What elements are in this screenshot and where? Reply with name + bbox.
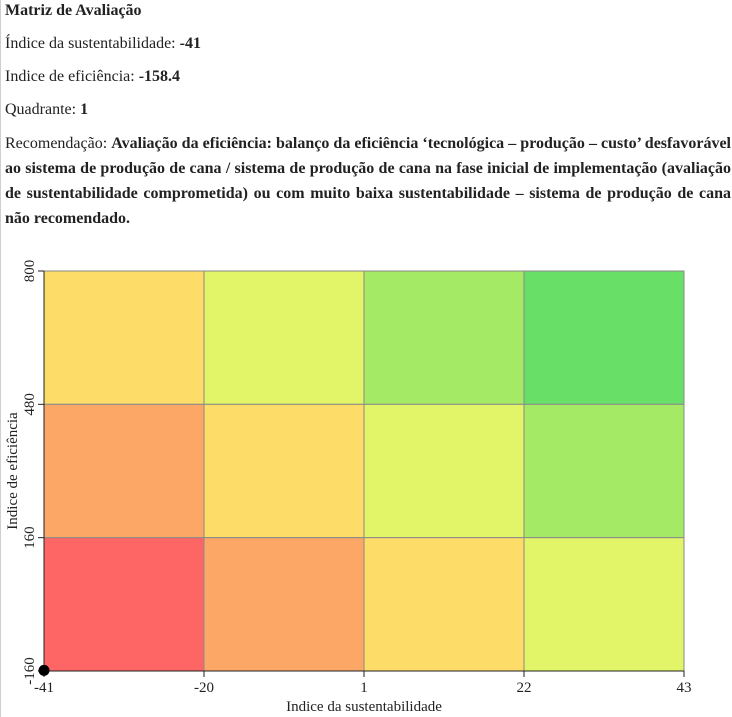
- matrix-cell-r2-c1: [43, 403, 205, 539]
- efficiency-index-label: Indice de eficiência:: [5, 68, 135, 85]
- quadrant-value: 1: [80, 101, 89, 118]
- efficiency-index-line: Indice de eficiência: -158.4: [5, 68, 180, 86]
- x-tick-label: 22: [517, 680, 532, 696]
- matrix-cell-r1-c2: [203, 270, 365, 405]
- x-tick-label: -20: [194, 680, 214, 696]
- quadrant-label: Quadrante:: [5, 101, 77, 118]
- matrix-cell-r3-c3: [363, 537, 525, 672]
- efficiency-index-value: -158.4: [138, 68, 181, 85]
- x-tick-label: -41: [34, 680, 54, 696]
- matrix-cell-r2-c2: [203, 403, 365, 539]
- evaluation-matrix-chart: -41 -20 1 22 43 -160 160 480 800 Indice da susten…: [5, 260, 692, 715]
- sustainability-index-label: Índice da sustentabilidade:: [5, 35, 176, 52]
- matrix-cell-r1-c4: [523, 270, 685, 405]
- x-tick-label: 1: [360, 680, 368, 696]
- matrix-cell-r2-c4: [523, 403, 685, 539]
- matrix-cell-r3-c2: [203, 537, 365, 672]
- x-tick-label: 43: [677, 680, 692, 696]
- recommendation-label: Recomendação:: [5, 135, 108, 152]
- y-tick-label: 160: [22, 526, 38, 549]
- y-tick-label: 480: [22, 393, 38, 416]
- sustainability-index-value: -41: [179, 35, 201, 52]
- recommendation-text: Avaliação da eficiência: balanço da efic…: [5, 135, 732, 227]
- matrix-cell-r3-c4: [523, 537, 685, 672]
- recommendation: Recomendação: Avaliação da eficiência: b…: [5, 131, 731, 231]
- y-axis-label: Indice de eficiência: [5, 412, 21, 530]
- y-tick-label: 800: [22, 260, 38, 283]
- sustainability-index-line: Índice da sustentabilidade: -41: [5, 35, 201, 53]
- matrix-cell-r1-c1: [43, 270, 205, 405]
- quadrant-line: Quadrante: 1: [5, 101, 88, 119]
- evaluation-point: [38, 664, 50, 676]
- matrix-cell-r1-c3: [363, 270, 525, 405]
- x-axis-label: Indice da sustentabilidade: [286, 699, 442, 715]
- y-tick-label: -160: [22, 657, 38, 685]
- matrix-cell-r2-c3: [363, 403, 525, 539]
- matrix-title: Matriz de Avaliação: [5, 2, 142, 19]
- matrix-cell-r3-c1: [43, 537, 205, 672]
